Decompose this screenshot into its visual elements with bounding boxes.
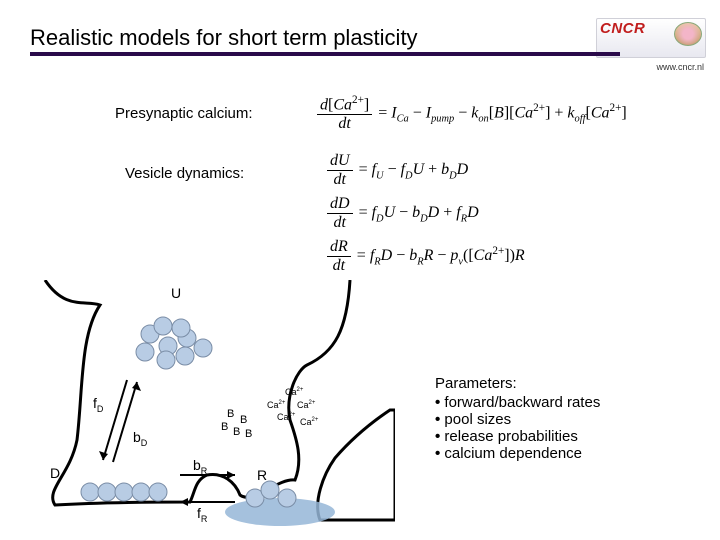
vesicle [115,483,133,501]
pool-label-D: D [50,465,60,481]
pool-label-R: R [257,467,267,483]
title-divider [30,52,620,56]
svg-text:bR: bR [193,457,208,476]
calcium-ion: Ca2+ [277,412,296,422]
calcium-ion: Ca2+ [267,400,286,410]
eq-dUdt: dUdt = fU − fDU + bDD [325,152,468,189]
vesicle [261,481,279,499]
page-title: Realistic models for short term plastici… [30,25,418,51]
calcium-ion: Ca2+ [297,400,316,410]
postsynaptic-membrane [318,410,395,520]
pool-label-U: U [171,285,181,301]
params-item: forward/backward rates [435,394,600,411]
eq-calcium: d[Ca2+]dt = ICa − Ipump − kon[B][Ca2+] +… [315,94,627,133]
rate-arrows-UD: fD bD [93,380,148,462]
vesicle [149,483,167,501]
buffer-B: B [227,408,234,420]
calcium-labels: Ca2+Ca2+Ca2+Ca2+Ca2+ [267,387,319,427]
params-item: pool sizes [435,411,600,428]
params-item: calcium dependence [435,445,600,462]
vesicle [194,339,212,357]
label-presynaptic-calcium: Presynaptic calcium: [115,105,253,122]
vesicle [157,351,175,369]
calcium-ion: Ca2+ [285,387,304,397]
vesicle [132,483,150,501]
params-item: release probabilities [435,428,600,445]
vesicle [154,317,172,335]
logo-url: www.cncr.nl [656,62,704,72]
vesicle [172,319,190,337]
buffer-B: B [221,421,228,433]
params-heading: Parameters: [435,375,600,392]
eq-dDdt: dDdt = fDU − bDD + fRD [325,195,479,232]
buffer-B: B [245,428,252,440]
logo-text: CNCR [600,20,645,37]
buffer-B-labels: BBBBB [221,408,252,440]
buffer-B: B [233,426,240,438]
vesicle [98,483,116,501]
vesicle [81,483,99,501]
eq-dRdt: dRdt = fRD − bRR − pv([Ca2+])R [325,238,525,275]
parameters-block: Parameters: forward/backward rates pool … [435,375,600,462]
vesicle [278,489,296,507]
vesicle [136,343,154,361]
label-vesicle-dynamics: Vesicle dynamics: [125,165,244,182]
svg-text:fD: fD [93,395,104,414]
calcium-ion: Ca2+ [300,417,319,427]
synapse-diagram: U D R fD bD bR fR BBBBB Ca2+Ca2+Ca2+Ca2+… [35,280,395,530]
buffer-B: B [240,414,247,426]
vesicle [176,347,194,365]
svg-text:bD: bD [133,429,148,448]
brain-icon [674,22,702,46]
svg-text:fR: fR [197,505,208,524]
